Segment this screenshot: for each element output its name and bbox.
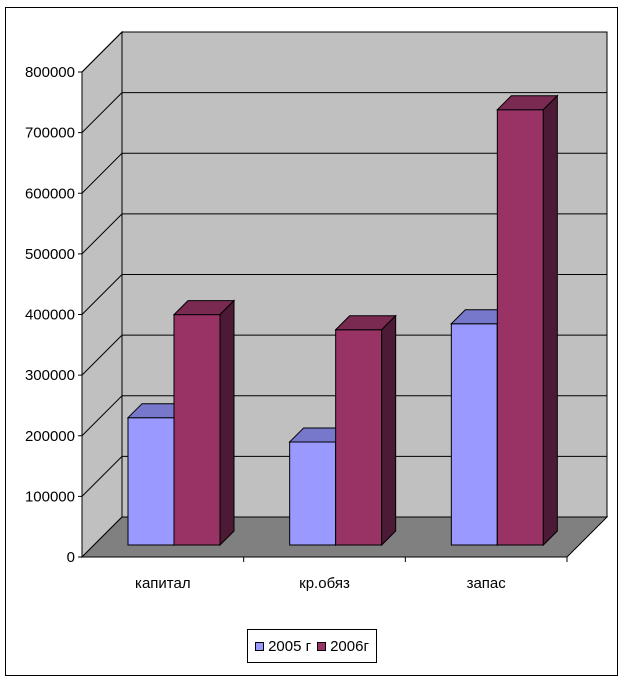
- legend-label-2006: 2006г: [330, 637, 369, 655]
- bar-front: [127, 417, 175, 546]
- legend-item-2006: 2006г: [317, 638, 369, 655]
- bar-side: [219, 299, 235, 547]
- bar-front: [289, 441, 337, 546]
- bar-side: [542, 94, 558, 547]
- bar-front: [173, 314, 221, 546]
- x-category-label: кр.обяз: [299, 575, 350, 592]
- y-tick-label: 500000: [25, 246, 75, 263]
- gridline: [81, 31, 607, 73]
- legend-label-2005: 2005 г: [268, 637, 312, 655]
- legend-item-2005: 2005 г: [255, 638, 311, 655]
- bar-front: [496, 109, 544, 546]
- bar-2006-2: [496, 94, 559, 547]
- bar-front: [335, 329, 383, 546]
- bar-2006-0: [172, 299, 236, 547]
- gridline: [81, 152, 607, 194]
- gridline: [81, 92, 607, 133]
- legend-swatch-2005: [255, 641, 265, 651]
- y-tick-label: 0: [67, 549, 75, 566]
- y-tick-label: 400000: [25, 307, 75, 324]
- gridline: [81, 395, 607, 437]
- gridline: [81, 274, 607, 315]
- bar-2006-1: [334, 314, 397, 547]
- y-tick-label: 100000: [25, 488, 75, 505]
- y-tick-label: 600000: [25, 185, 75, 202]
- y-tick-label: 800000: [25, 64, 75, 81]
- gridline: [81, 213, 607, 255]
- x-category-label: запас: [467, 575, 507, 592]
- legend: 2005 г 2006г: [247, 629, 377, 663]
- legend-swatch-2006: [317, 641, 327, 651]
- bar-side: [381, 314, 397, 547]
- y-tick-label: 300000: [25, 367, 75, 384]
- x-category-label: капитал: [135, 575, 191, 592]
- y-tick-label: 700000: [25, 125, 75, 142]
- y-tick-label: 200000: [25, 428, 75, 445]
- gridline: [81, 455, 607, 497]
- bar-front: [450, 323, 498, 546]
- gridline: [81, 334, 607, 376]
